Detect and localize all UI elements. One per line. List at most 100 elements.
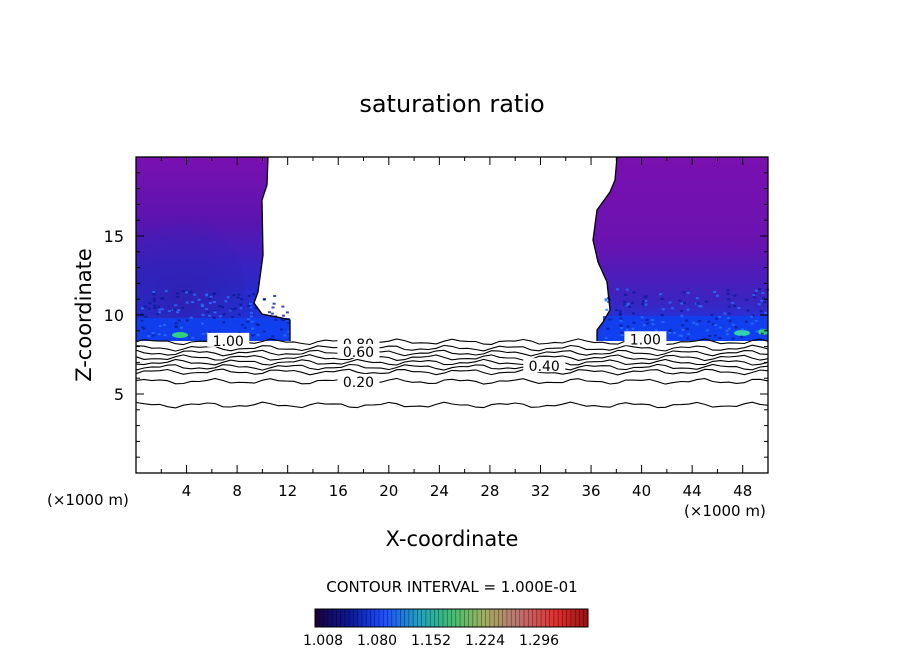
speckle-mark <box>760 327 764 330</box>
contour-line <box>135 401 769 409</box>
speckle-mark <box>714 324 718 327</box>
contour-line <box>135 354 769 362</box>
speckle-mark <box>140 319 144 322</box>
speckle-mark <box>182 290 185 292</box>
speckle-mark <box>156 305 160 308</box>
speckle-mark <box>710 313 714 316</box>
x-tick-label: 44 <box>683 482 702 500</box>
speckle-mark <box>618 310 622 313</box>
speckle-mark <box>734 326 738 329</box>
speckle-mark <box>760 332 764 335</box>
axis-ticks <box>136 157 768 473</box>
speckle-mark <box>604 298 608 301</box>
speckle-mark <box>213 310 217 313</box>
speckle-mark <box>141 326 145 329</box>
speckle-mark <box>608 318 612 321</box>
x-tick-label: 20 <box>379 482 398 500</box>
speckle-mark <box>692 321 696 324</box>
speckle-mark <box>160 308 164 311</box>
speckle-mark <box>642 324 646 327</box>
speckle-mark <box>282 314 285 317</box>
speckle-mark <box>280 328 283 331</box>
speckle-mark <box>226 296 230 299</box>
speckle-mark <box>644 300 648 302</box>
speckle-mark <box>728 319 732 322</box>
speckle-mark <box>208 302 212 305</box>
speckle-mark <box>761 296 765 299</box>
contour-lines <box>135 338 769 409</box>
speckle-mark <box>625 304 629 307</box>
speckle-mark <box>669 329 673 332</box>
speckle-mark <box>624 293 627 296</box>
speckle-mark <box>185 301 189 304</box>
contour-label-bg <box>523 358 566 373</box>
speckle-mark <box>280 318 284 321</box>
speckle-mark <box>153 306 157 309</box>
speckle-mark <box>151 332 155 335</box>
speckle-mark <box>640 316 644 319</box>
speckle-mark <box>142 327 146 330</box>
speckle-mark <box>705 329 709 332</box>
speckle-mark <box>715 317 719 320</box>
supersaturation-fills <box>136 157 768 341</box>
speckle-mark <box>661 308 665 311</box>
speckle-mark <box>152 297 156 300</box>
speckle-mark <box>237 313 241 316</box>
speckle-mark <box>753 296 757 299</box>
speckle-mark <box>176 311 180 314</box>
speckle-mark <box>660 297 664 300</box>
speckle-mark <box>604 299 608 302</box>
speckle-mark <box>626 325 630 328</box>
speckle-mark <box>177 319 181 322</box>
speckle-mark <box>641 303 645 306</box>
speckle-mark <box>252 293 256 296</box>
speckle-mark <box>660 314 664 317</box>
speckle-mark <box>619 312 622 315</box>
speckle-mark <box>251 327 255 330</box>
speckle-mark <box>152 300 156 303</box>
speckle-mark <box>230 315 234 318</box>
speckle-mark <box>189 316 193 319</box>
speckle-mark <box>686 308 690 311</box>
speckle-mark <box>208 331 212 334</box>
green-patch-right-1 <box>734 330 750 336</box>
speckle-mark <box>713 291 717 293</box>
x-tick-label: 8 <box>232 482 242 500</box>
speckle-mark <box>661 320 665 323</box>
speckle-mark <box>632 291 636 294</box>
contour-line <box>135 368 769 376</box>
speckle-mark <box>655 329 658 332</box>
y-tick-label: 10 <box>104 306 124 325</box>
speckle-mark <box>726 317 730 320</box>
speckle-mark <box>765 288 769 291</box>
speckle-mark <box>681 324 685 327</box>
speckle-mark <box>240 298 244 301</box>
x-tick-label: 32 <box>531 482 550 500</box>
speckle-mark <box>685 327 689 330</box>
contour-label: 0.20 <box>343 375 374 391</box>
speckle-mark <box>201 322 204 325</box>
green-patch-left <box>172 332 188 338</box>
speckle-mark <box>731 323 735 326</box>
colorbar-label: 1.080 <box>357 633 397 649</box>
speckle-mark <box>723 312 727 315</box>
speckle-mark <box>645 322 649 325</box>
speckle-mark <box>208 314 212 317</box>
y-axis-label: Z-coordinate <box>72 248 96 382</box>
speckle-mark <box>625 328 629 331</box>
cloud-boundary <box>253 156 618 341</box>
speckle-mark <box>668 301 672 304</box>
colorbar-label: 1.008 <box>303 633 343 649</box>
speckle-mark <box>727 298 731 301</box>
contour-labels: 1.001.000.800.600.400.20 <box>207 331 667 391</box>
speckle-mark <box>140 313 143 316</box>
speckle-mark <box>286 320 290 323</box>
speckle-mark <box>746 309 750 312</box>
speckle-mark <box>205 293 209 296</box>
contour-label: 0.40 <box>529 359 560 375</box>
x-tick-label: 28 <box>480 482 499 500</box>
speckle-mark <box>704 300 708 303</box>
contour-label-bg <box>337 373 380 388</box>
speckle-mark <box>222 313 226 316</box>
speckle-mark <box>725 329 729 332</box>
